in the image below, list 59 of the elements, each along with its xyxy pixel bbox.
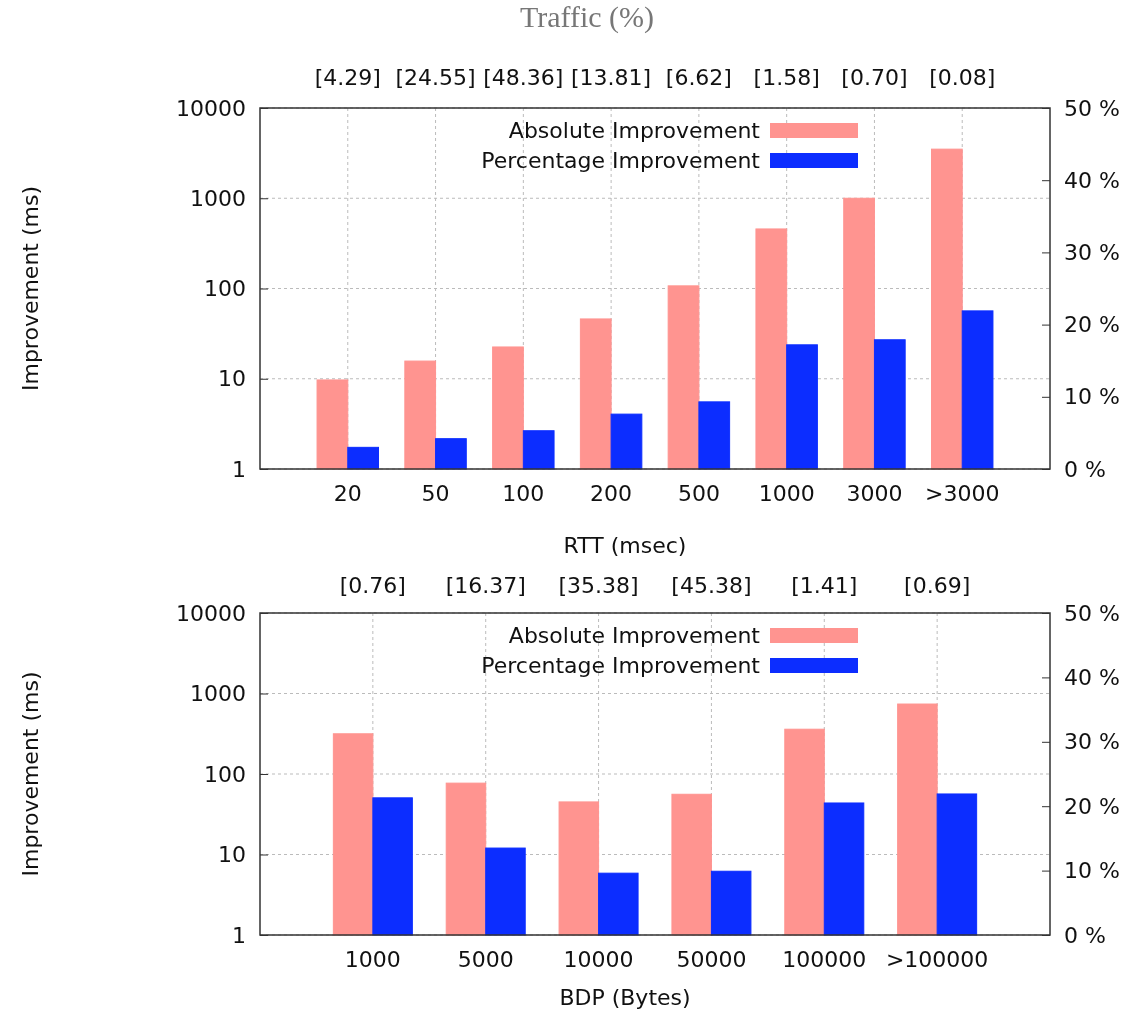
text: [0.76] [339,573,406,598]
text: [16.37] [445,573,526,598]
legend-label: Percentage Improvement [481,148,761,173]
text: [0.69] [904,573,971,598]
text: [6.62] [665,65,732,90]
text: [13.81] [571,65,652,90]
y2-tick-label: 40 % [1064,167,1120,193]
y2-tick-label: 30 % [1064,729,1120,755]
text: [48.36] [483,65,564,90]
y2-tick-label: 50 % [1064,600,1120,626]
x-tick-label: >3000 [925,480,1000,506]
y-tick-label: 10000 [176,600,246,626]
y-tick-label: 10000 [176,95,246,121]
x-tick-label: 200 [590,480,633,506]
y-tick-label: 1000 [190,681,246,707]
y2-tick-label: 0 % [1064,922,1106,948]
x-tick-label: 5000 [457,946,514,972]
y-tick-label: 10 [218,366,246,392]
x-tick-label: 1000 [758,480,815,506]
chart-title: Traffic (%) [519,0,655,34]
y2-tick-label: 40 % [1064,664,1120,690]
x-tick-label: 10000 [563,946,634,972]
text: [0.70] [841,65,908,90]
x-tick-label: 100000 [782,946,867,972]
y-tick-label: 1 [232,922,246,948]
y2-tick-label: 50 % [1064,95,1120,121]
y-axis-title: Improvement (ms) [18,671,43,877]
y2-tick-label: 0 % [1064,456,1106,482]
text: [1.58] [753,65,820,90]
y-tick-label: 1000 [190,185,246,211]
y-tick-label: 100 [204,276,246,302]
legend-label: Absolute Improvement [508,118,761,143]
text: [24.55] [395,65,476,90]
text: [4.29] [314,65,381,90]
x-tick-label: >100000 [885,946,989,972]
x-tick-label: 20 [333,480,362,506]
y-tick-label: 100 [204,761,246,787]
y2-tick-label: 10 % [1064,858,1120,884]
x-tick-label: 50000 [676,946,747,972]
y2-tick-label: 20 % [1064,793,1120,819]
y-axis-title: Improvement (ms) [18,185,43,392]
x-tick-label: 500 [677,480,720,506]
text: [45.38] [671,573,752,598]
x-tick-label: 1000 [344,946,401,972]
y2-tick-label: 20 % [1064,312,1120,338]
y-tick-label: 1 [232,456,246,482]
y-tick-label: 10 [218,842,246,868]
text: [1.41] [791,573,858,598]
x-axis-title: RTT (msec) [563,533,687,558]
text: [0.08] [929,65,996,90]
legend-label: Percentage Improvement [481,653,761,678]
legend-label: Absolute Improvement [508,623,761,648]
x-tick-label: 100 [502,480,545,506]
y2-tick-label: 10 % [1064,384,1120,410]
y2-tick-label: 30 % [1064,239,1120,265]
x-axis-title: BDP (Bytes) [559,985,691,1010]
x-tick-label: 3000 [846,480,903,506]
text: [35.38] [558,573,639,598]
x-tick-label: 50 [421,480,450,506]
